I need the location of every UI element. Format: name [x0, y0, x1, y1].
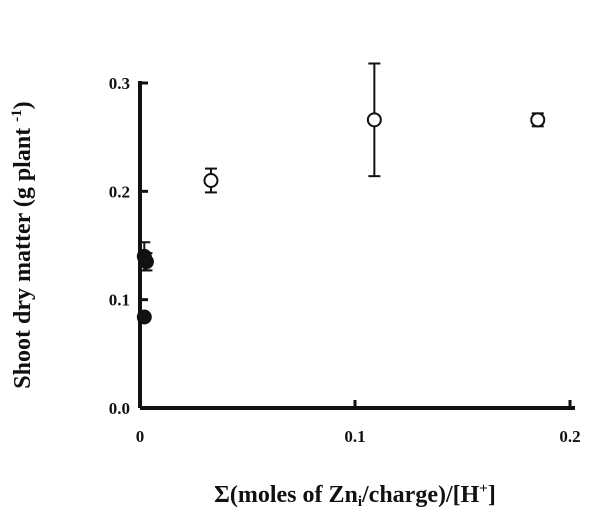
x-axis-label: Σ(moles of Zni/charge)/[H+]	[214, 481, 496, 510]
x-tick-label: 0.2	[559, 427, 580, 446]
x-tick-label: 0.1	[344, 427, 365, 446]
point	[366, 112, 382, 128]
y-tick-label: 0.2	[109, 182, 130, 201]
y-tick-label: 0.3	[109, 74, 130, 93]
y-tick-label: 0.1	[109, 291, 130, 310]
point	[138, 254, 154, 270]
y-tick-label: 0.0	[109, 399, 130, 418]
point	[203, 173, 219, 188]
y-axis-label: Shoot dry matter (g plant -1)	[9, 101, 36, 388]
point	[530, 112, 546, 128]
point	[136, 309, 152, 325]
x-tick-label: 0	[136, 427, 145, 446]
